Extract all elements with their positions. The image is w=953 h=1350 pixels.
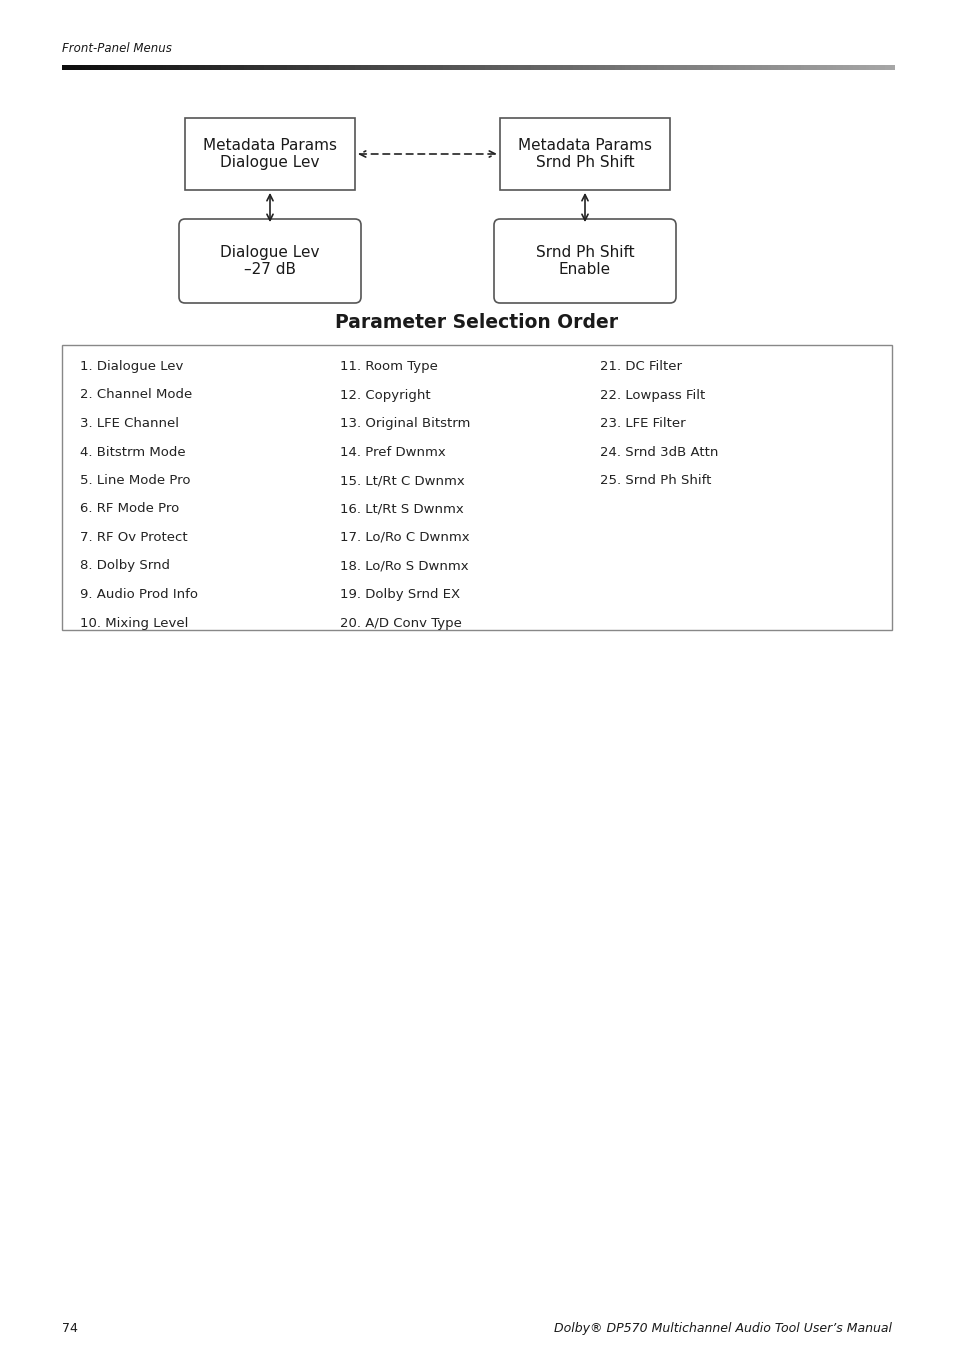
- FancyBboxPatch shape: [494, 219, 676, 302]
- Text: Parameter Selection Order: Parameter Selection Order: [335, 313, 618, 332]
- Text: Dialogue Lev
–27 dB: Dialogue Lev –27 dB: [220, 244, 319, 277]
- Text: Metadata Params
Srnd Ph Shift: Metadata Params Srnd Ph Shift: [517, 138, 651, 170]
- Text: 17. Lo/Ro C Dwnmx: 17. Lo/Ro C Dwnmx: [339, 531, 469, 544]
- Text: 19. Dolby Srnd EX: 19. Dolby Srnd EX: [339, 589, 459, 601]
- Text: 21. DC Filter: 21. DC Filter: [599, 360, 681, 373]
- Text: Dolby® DP570 Multichannel Audio Tool User’s Manual: Dolby® DP570 Multichannel Audio Tool Use…: [554, 1322, 891, 1335]
- Text: Front-Panel Menus: Front-Panel Menus: [62, 42, 172, 55]
- Text: 2. Channel Mode: 2. Channel Mode: [80, 389, 193, 401]
- Text: 3. LFE Channel: 3. LFE Channel: [80, 417, 179, 431]
- Text: 12. Copyright: 12. Copyright: [339, 389, 430, 401]
- Text: 23. LFE Filter: 23. LFE Filter: [599, 417, 685, 431]
- Text: 14. Pref Dwnmx: 14. Pref Dwnmx: [339, 446, 445, 459]
- Text: 4. Bitstrm Mode: 4. Bitstrm Mode: [80, 446, 186, 459]
- Text: 15. Lt/Rt C Dwnmx: 15. Lt/Rt C Dwnmx: [339, 474, 464, 487]
- Text: 20. A/D Conv Type: 20. A/D Conv Type: [339, 617, 461, 629]
- Text: 24. Srnd 3dB Attn: 24. Srnd 3dB Attn: [599, 446, 718, 459]
- Text: 9. Audio Prod Info: 9. Audio Prod Info: [80, 589, 198, 601]
- Text: 74: 74: [62, 1322, 78, 1335]
- FancyBboxPatch shape: [499, 117, 669, 190]
- Text: 18. Lo/Ro S Dwnmx: 18. Lo/Ro S Dwnmx: [339, 559, 468, 572]
- Text: Metadata Params
Dialogue Lev: Metadata Params Dialogue Lev: [203, 138, 336, 170]
- Text: 5. Line Mode Pro: 5. Line Mode Pro: [80, 474, 191, 487]
- Text: Srnd Ph Shift
Enable: Srnd Ph Shift Enable: [536, 244, 634, 277]
- Text: 13. Original Bitstrm: 13. Original Bitstrm: [339, 417, 470, 431]
- FancyBboxPatch shape: [185, 117, 355, 190]
- Bar: [62, 346, 891, 630]
- Text: 10. Mixing Level: 10. Mixing Level: [80, 617, 188, 629]
- Text: 25. Srnd Ph Shift: 25. Srnd Ph Shift: [599, 474, 711, 487]
- Text: 16. Lt/Rt S Dwnmx: 16. Lt/Rt S Dwnmx: [339, 502, 463, 516]
- Text: 11. Room Type: 11. Room Type: [339, 360, 437, 373]
- Text: 1. Dialogue Lev: 1. Dialogue Lev: [80, 360, 183, 373]
- FancyBboxPatch shape: [179, 219, 360, 302]
- Text: 8. Dolby Srnd: 8. Dolby Srnd: [80, 559, 170, 572]
- Text: 22. Lowpass Filt: 22. Lowpass Filt: [599, 389, 704, 401]
- Text: 6. RF Mode Pro: 6. RF Mode Pro: [80, 502, 179, 516]
- Text: 7. RF Ov Protect: 7. RF Ov Protect: [80, 531, 188, 544]
